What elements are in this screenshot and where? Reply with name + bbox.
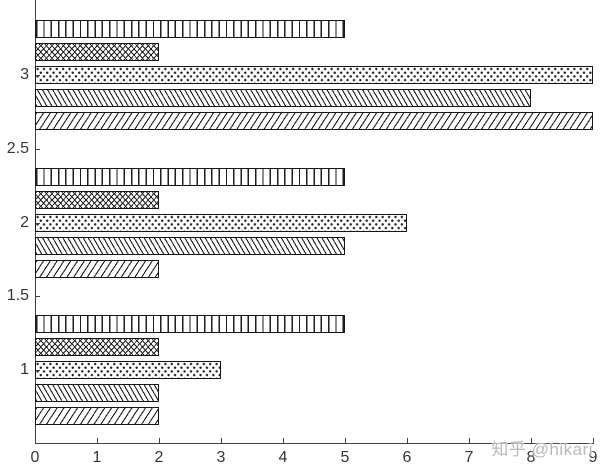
bar-group3-backslash-hatch (35, 89, 531, 107)
x-tick-7 (469, 438, 470, 443)
y-tick-1 (36, 370, 40, 371)
y-tick-3 (36, 75, 40, 76)
x-tick-label-4: 4 (278, 449, 288, 466)
x-tick-9 (593, 438, 594, 443)
bar-group3-dotted (35, 66, 593, 84)
bar-group2-vertical-hatch (35, 167, 345, 186)
x-tick-label-8: 8 (526, 449, 536, 466)
x-tick-label-1: 1 (92, 449, 102, 466)
x-tick-label-0: 0 (30, 449, 40, 466)
y-tick-2 (36, 222, 40, 224)
y-tick-label-2.5: 2.5 (6, 139, 29, 157)
x-axis-line (35, 443, 594, 444)
bar-group3-vertical-hatch (35, 20, 345, 38)
x-tick-label-7: 7 (464, 449, 474, 466)
bar-group1-vertical-hatch (35, 315, 345, 333)
x-tick-2 (159, 438, 160, 443)
bar-group1-backslash-hatch (35, 384, 159, 402)
y-tick-label-2: 2 (20, 213, 29, 231)
y-tick-label-3: 3 (20, 66, 29, 83)
bar-group2-crosshatch (35, 190, 159, 209)
x-tick-1 (97, 438, 98, 443)
bar-group1-crosshatch (35, 338, 159, 356)
x-tick-label-6: 6 (402, 449, 412, 466)
x-tick-0 (35, 438, 36, 443)
x-tick-4 (283, 438, 284, 443)
y-tick-2.5 (36, 148, 40, 150)
bar-group1-dotted (35, 361, 221, 379)
x-tick-label-5: 5 (340, 449, 350, 466)
x-tick-8 (531, 438, 532, 443)
bar-group3-forwardslash-hatch (35, 112, 593, 130)
watermark: 知乎 @hikari (491, 440, 593, 459)
bar-group2-dotted (35, 213, 407, 232)
x-tick-label-2: 2 (154, 449, 164, 466)
x-tick-6 (407, 438, 408, 443)
x-tick-5 (345, 438, 346, 443)
bar-group3-crosshatch (35, 43, 159, 61)
y-tick-label-1.5: 1.5 (6, 287, 29, 305)
y-tick-1.5 (36, 296, 40, 298)
bar-group2-forwardslash-hatch (35, 259, 159, 278)
x-tick-3 (221, 438, 222, 443)
bar-group1-forwardslash-hatch (35, 407, 159, 425)
x-tick-label-3: 3 (216, 449, 226, 466)
y-tick-label-1: 1 (20, 361, 29, 378)
bar-group2-backslash-hatch (35, 236, 345, 255)
x-tick-label-9: 9 (588, 449, 598, 466)
